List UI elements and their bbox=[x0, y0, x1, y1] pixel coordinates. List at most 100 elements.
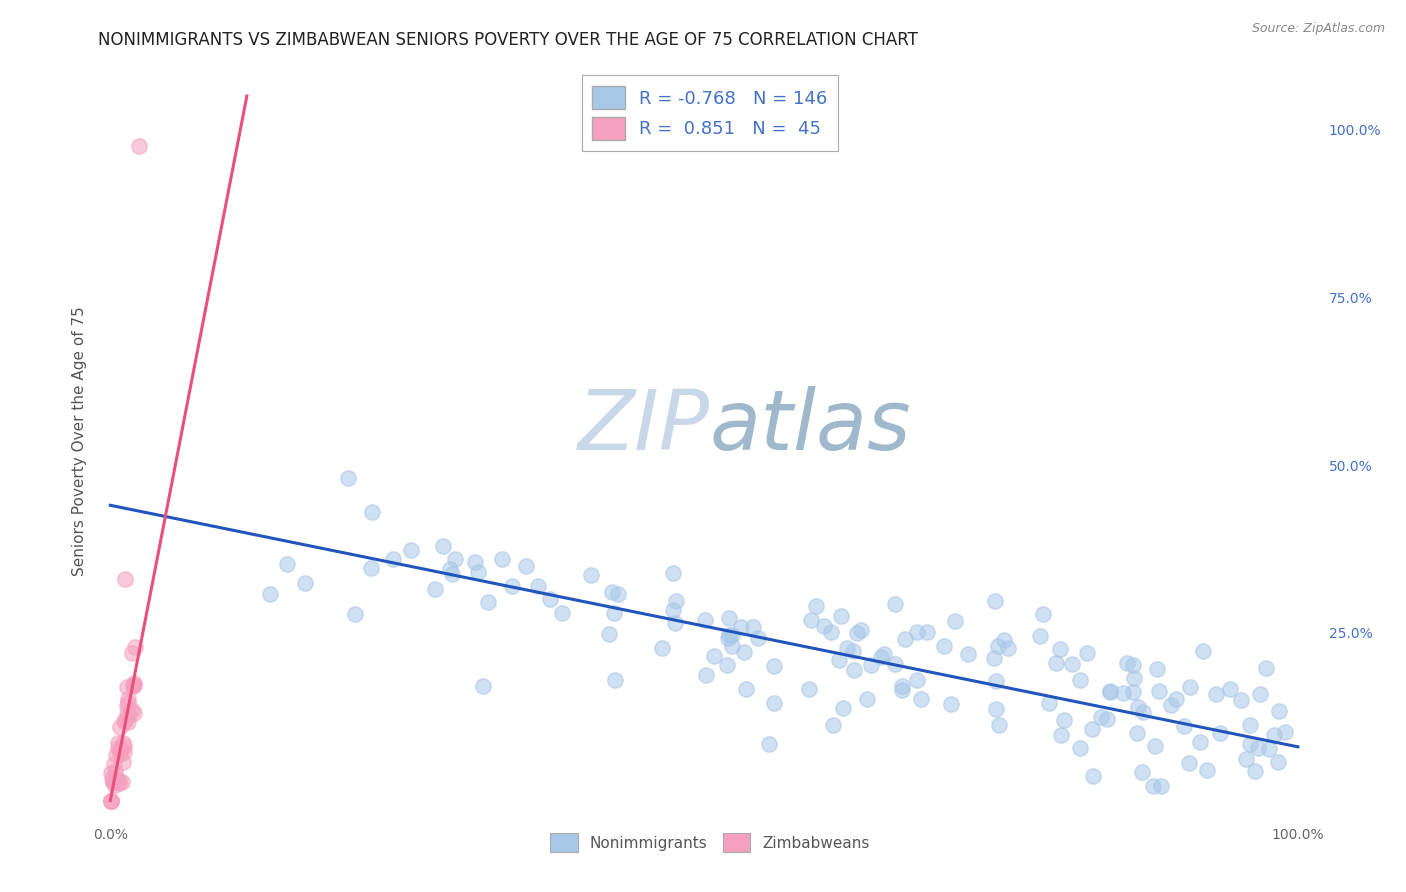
Point bbox=[986, 673, 1008, 688]
Point bbox=[124, 640, 146, 654]
Point bbox=[1239, 737, 1261, 751]
Point bbox=[105, 770, 128, 784]
Point bbox=[605, 673, 627, 687]
Point bbox=[276, 557, 298, 571]
Point bbox=[381, 552, 404, 566]
Point bbox=[603, 606, 626, 620]
Point bbox=[100, 765, 122, 780]
Point bbox=[987, 640, 1010, 654]
Point bbox=[1069, 740, 1091, 755]
Point bbox=[997, 641, 1019, 656]
Point bbox=[1090, 710, 1112, 724]
Point bbox=[104, 764, 127, 778]
Point bbox=[108, 747, 131, 762]
Point bbox=[1150, 779, 1173, 793]
Point bbox=[1076, 646, 1098, 660]
Point bbox=[1069, 673, 1091, 688]
Text: atlas: atlas bbox=[710, 386, 911, 467]
Point bbox=[1038, 696, 1060, 710]
Point bbox=[891, 679, 914, 693]
Legend: Nonimmigrants, Zimbabweans: Nonimmigrants, Zimbabweans bbox=[544, 827, 876, 858]
Point bbox=[1053, 713, 1076, 727]
Point bbox=[114, 714, 136, 729]
Point bbox=[491, 552, 513, 566]
Point bbox=[1122, 685, 1144, 699]
Point bbox=[107, 774, 129, 789]
Point bbox=[984, 594, 1007, 608]
Point bbox=[101, 774, 124, 789]
Point bbox=[440, 566, 463, 581]
Point bbox=[121, 703, 143, 717]
Point bbox=[1188, 735, 1211, 749]
Point bbox=[360, 505, 382, 519]
Point bbox=[1147, 684, 1170, 698]
Point bbox=[1229, 692, 1251, 706]
Point bbox=[100, 771, 122, 785]
Point bbox=[905, 673, 928, 687]
Point bbox=[1249, 687, 1271, 701]
Point bbox=[932, 639, 955, 653]
Point bbox=[399, 543, 422, 558]
Point bbox=[1205, 687, 1227, 701]
Point bbox=[117, 696, 139, 710]
Point bbox=[1115, 656, 1137, 670]
Point bbox=[821, 717, 844, 731]
Point bbox=[1209, 725, 1232, 739]
Point bbox=[115, 706, 138, 721]
Point bbox=[1123, 671, 1146, 685]
Point bbox=[527, 579, 550, 593]
Point bbox=[804, 599, 827, 613]
Point bbox=[664, 615, 686, 630]
Point bbox=[600, 584, 623, 599]
Point bbox=[1060, 657, 1083, 672]
Point bbox=[1178, 680, 1201, 694]
Point bbox=[941, 697, 963, 711]
Point bbox=[1257, 741, 1279, 756]
Point bbox=[1032, 607, 1054, 621]
Point bbox=[105, 748, 128, 763]
Point bbox=[1112, 686, 1135, 700]
Point bbox=[1081, 769, 1104, 783]
Point bbox=[1256, 661, 1278, 675]
Point bbox=[1263, 727, 1285, 741]
Point bbox=[720, 628, 742, 642]
Point bbox=[112, 736, 135, 750]
Point bbox=[112, 739, 135, 753]
Point bbox=[122, 706, 145, 721]
Point bbox=[121, 646, 143, 660]
Point bbox=[910, 692, 932, 706]
Point bbox=[108, 741, 131, 756]
Point bbox=[103, 757, 125, 772]
Point bbox=[883, 597, 905, 611]
Point bbox=[720, 639, 742, 653]
Text: NONIMMIGRANTS VS ZIMBABWEAN SENIORS POVERTY OVER THE AGE OF 75 CORRELATION CHART: NONIMMIGRANTS VS ZIMBABWEAN SENIORS POVE… bbox=[98, 31, 918, 49]
Point bbox=[1029, 629, 1052, 643]
Point bbox=[550, 606, 572, 620]
Point bbox=[1192, 643, 1215, 657]
Point bbox=[107, 740, 129, 755]
Point bbox=[501, 579, 523, 593]
Point bbox=[112, 745, 135, 759]
Point bbox=[718, 610, 741, 624]
Point bbox=[717, 631, 740, 645]
Point bbox=[873, 647, 896, 661]
Point bbox=[651, 641, 673, 656]
Point bbox=[1274, 725, 1296, 739]
Point bbox=[117, 692, 139, 706]
Point bbox=[993, 633, 1015, 648]
Point bbox=[1126, 726, 1149, 740]
Point bbox=[828, 653, 851, 667]
Point bbox=[1160, 698, 1182, 713]
Point bbox=[1132, 765, 1154, 780]
Point bbox=[606, 587, 628, 601]
Point bbox=[1239, 718, 1261, 732]
Point bbox=[100, 793, 122, 807]
Point bbox=[1243, 764, 1265, 778]
Text: Source: ZipAtlas.com: Source: ZipAtlas.com bbox=[1251, 22, 1385, 36]
Point bbox=[1132, 705, 1154, 719]
Point bbox=[733, 645, 755, 659]
Point bbox=[471, 679, 494, 693]
Point bbox=[662, 566, 685, 580]
Point bbox=[695, 667, 717, 681]
Point bbox=[1099, 684, 1122, 698]
